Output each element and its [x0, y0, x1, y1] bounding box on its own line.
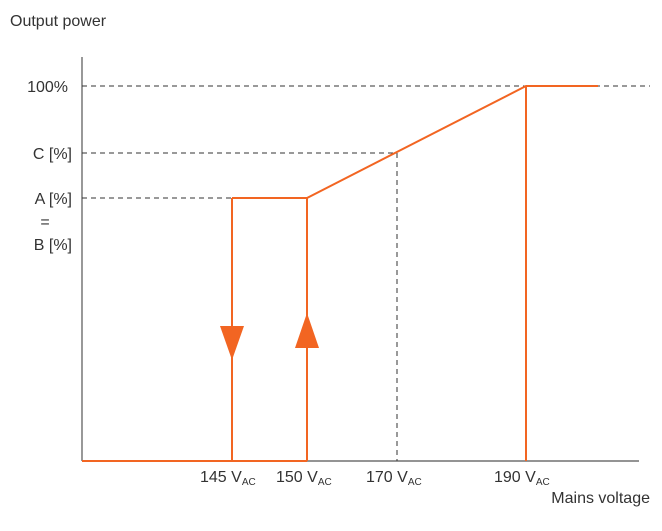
y-tick-label-100: 100%	[27, 79, 68, 96]
y-tick-label-c: C [%]	[33, 146, 72, 163]
x-axis-title: Mains voltage	[551, 490, 650, 507]
y-tick-label-b: B [%]	[34, 237, 72, 254]
arrow-up-150	[295, 313, 319, 348]
y-tick-label-equals: =	[40, 214, 49, 231]
x-tick-label-190: 190 VAC	[494, 469, 550, 488]
curve-main-line	[232, 85, 598, 199]
y-tick-label-a: A [%]	[35, 191, 72, 208]
x-tick-label-170: 170 VAC	[366, 469, 422, 488]
y-axis-title: Output power	[10, 13, 107, 30]
x-tick-label-150: 150 VAC	[276, 469, 332, 488]
x-tick-label-145: 145 VAC	[200, 469, 256, 488]
arrow-down-145	[220, 326, 244, 360]
